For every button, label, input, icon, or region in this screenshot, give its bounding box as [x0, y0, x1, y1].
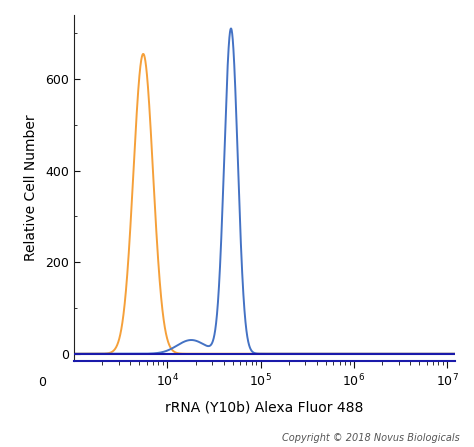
Text: Copyright © 2018 Novus Biologicals: Copyright © 2018 Novus Biologicals — [282, 433, 460, 443]
Y-axis label: Relative Cell Number: Relative Cell Number — [25, 114, 38, 261]
Text: 0: 0 — [38, 376, 46, 389]
X-axis label: rRNA (Y10b) Alexa Fluor 488: rRNA (Y10b) Alexa Fluor 488 — [165, 400, 364, 414]
